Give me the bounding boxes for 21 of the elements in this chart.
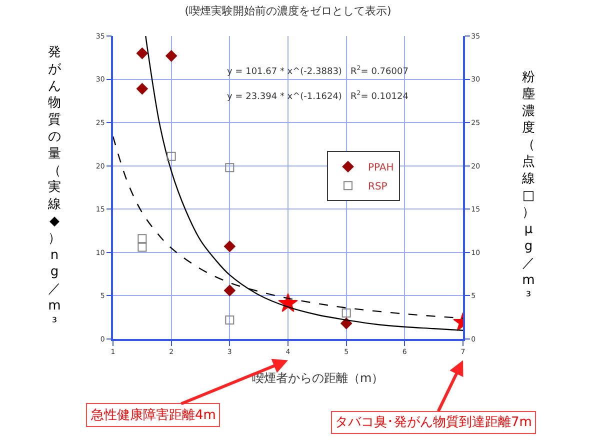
chart-title: (喫煙実験開始前の濃度をゼロとして表示) — [184, 4, 392, 18]
text: 発がん物質の量（実線 ◆）ng／m³ — [48, 45, 61, 330]
point — [136, 83, 148, 95]
point — [136, 48, 148, 60]
annotation: y = 101.67 * x^(-2.3883) R$^{2}$= 0.76007 — [227, 65, 408, 77]
point — [340, 318, 352, 330]
legend-label: PPAH — [368, 162, 394, 174]
point — [225, 315, 234, 324]
point — [224, 284, 236, 296]
point — [166, 50, 178, 62]
annotation: y = 23.394 * x^(-1.1624) R$^{2}$= 0.10124 — [227, 90, 409, 102]
text: タバコ臭･発がん物質到達距離7m — [335, 415, 532, 430]
point — [225, 163, 234, 172]
text: 急性健康障害距離4m — [90, 407, 216, 423]
point — [138, 234, 147, 244]
point — [342, 308, 351, 318]
point — [138, 242, 147, 252]
legend-label: RSP — [368, 182, 388, 193]
point — [166, 152, 176, 161]
point — [224, 240, 236, 252]
text: 粉塵濃度（点線 □）μg／m³ — [522, 70, 535, 305]
